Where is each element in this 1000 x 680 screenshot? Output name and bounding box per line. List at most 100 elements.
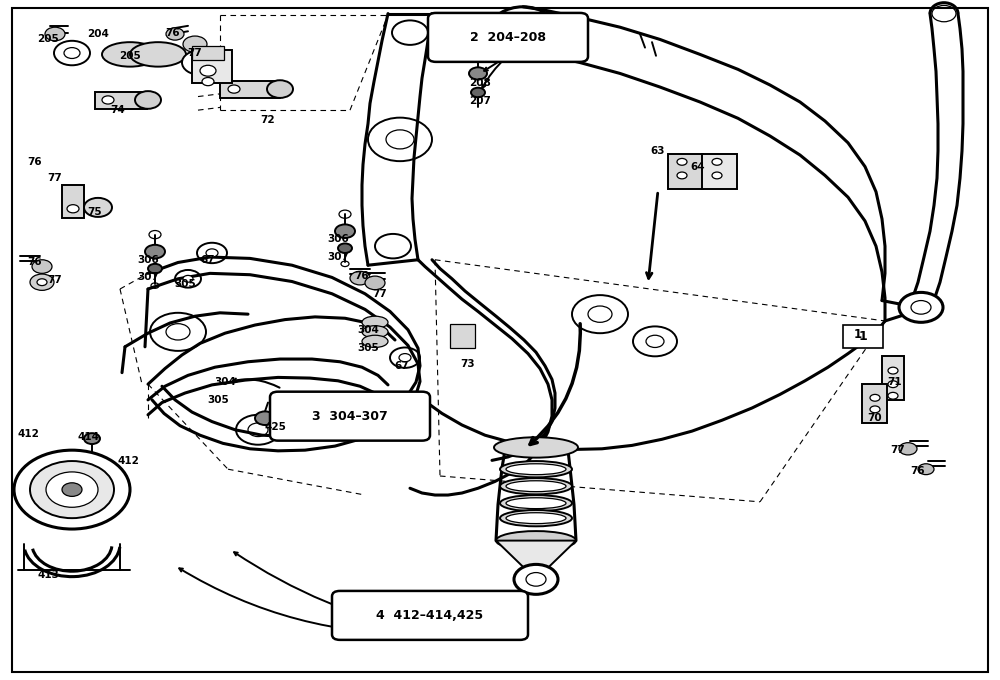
Ellipse shape (506, 464, 566, 475)
Circle shape (45, 27, 65, 41)
Circle shape (228, 85, 240, 93)
Text: 74: 74 (111, 105, 125, 115)
Ellipse shape (506, 481, 566, 492)
Text: 76: 76 (911, 466, 925, 475)
Circle shape (888, 381, 898, 388)
Bar (450, 324, 475, 348)
Circle shape (37, 279, 47, 286)
Bar (882, 356, 904, 400)
Bar (62, 185, 84, 218)
Bar (192, 46, 224, 60)
Circle shape (102, 96, 114, 104)
Text: 76: 76 (28, 258, 42, 267)
Circle shape (145, 245, 165, 258)
Circle shape (148, 264, 162, 273)
Text: 204: 204 (87, 29, 109, 39)
Circle shape (677, 158, 687, 165)
Bar (702, 154, 737, 189)
Bar (95, 92, 147, 109)
Text: 304: 304 (214, 377, 236, 387)
Circle shape (84, 433, 100, 444)
Text: 207: 207 (469, 96, 491, 105)
Circle shape (200, 65, 216, 76)
Text: 76: 76 (28, 157, 42, 167)
Text: 72: 72 (261, 116, 275, 125)
Text: 304: 304 (357, 326, 379, 335)
Ellipse shape (500, 495, 572, 511)
Circle shape (350, 271, 370, 285)
Circle shape (712, 158, 722, 165)
Circle shape (399, 354, 411, 362)
Circle shape (471, 88, 485, 97)
Bar (220, 81, 280, 98)
Ellipse shape (494, 437, 578, 458)
Circle shape (166, 28, 184, 40)
Ellipse shape (362, 316, 388, 328)
Circle shape (491, 7, 555, 50)
Bar (862, 384, 887, 423)
Circle shape (338, 243, 352, 253)
Circle shape (469, 67, 487, 80)
Ellipse shape (506, 498, 566, 509)
Circle shape (899, 443, 917, 455)
Text: 1: 1 (854, 328, 862, 341)
Ellipse shape (500, 510, 572, 526)
Circle shape (514, 564, 558, 594)
Circle shape (677, 172, 687, 179)
Ellipse shape (102, 42, 158, 67)
Bar (192, 50, 232, 83)
Text: 425: 425 (264, 422, 286, 432)
Text: 413: 413 (37, 570, 59, 579)
Text: 2  204–208: 2 204–208 (470, 31, 546, 44)
Polygon shape (496, 541, 576, 579)
Text: 77: 77 (188, 48, 202, 58)
Ellipse shape (500, 461, 572, 477)
Text: 414: 414 (77, 432, 99, 441)
Circle shape (267, 80, 293, 98)
Circle shape (84, 198, 112, 217)
Circle shape (206, 249, 218, 257)
Text: 73: 73 (461, 360, 475, 369)
Text: 75: 75 (88, 207, 102, 217)
Ellipse shape (130, 42, 186, 67)
Circle shape (870, 394, 880, 401)
Text: 305: 305 (174, 279, 196, 289)
FancyBboxPatch shape (428, 13, 588, 62)
Text: 306: 306 (327, 235, 349, 244)
Ellipse shape (54, 41, 90, 65)
Text: 3  304–307: 3 304–307 (312, 409, 388, 423)
Bar (843, 325, 883, 348)
Ellipse shape (506, 513, 566, 524)
Text: 306: 306 (137, 255, 159, 265)
Circle shape (899, 292, 943, 322)
Circle shape (64, 48, 80, 58)
Ellipse shape (500, 478, 572, 494)
Circle shape (32, 260, 52, 273)
Text: 63: 63 (651, 146, 665, 156)
Ellipse shape (183, 36, 207, 52)
Ellipse shape (362, 335, 388, 347)
Circle shape (365, 276, 385, 290)
Text: 412: 412 (17, 429, 39, 439)
Circle shape (67, 205, 79, 213)
Text: 67: 67 (201, 255, 215, 265)
Text: 307: 307 (327, 252, 349, 262)
Circle shape (14, 450, 130, 529)
Text: 305: 305 (207, 395, 229, 405)
Circle shape (135, 91, 161, 109)
Text: 70: 70 (868, 413, 882, 423)
Text: 77: 77 (48, 173, 62, 183)
Text: 77: 77 (48, 275, 62, 285)
Ellipse shape (362, 326, 388, 338)
Text: 305: 305 (357, 343, 379, 353)
Circle shape (62, 483, 82, 496)
Text: 4  412–414,425: 4 412–414,425 (376, 609, 484, 622)
Circle shape (30, 274, 54, 290)
Text: 76: 76 (355, 271, 369, 281)
Circle shape (255, 411, 275, 425)
Circle shape (918, 464, 934, 475)
FancyBboxPatch shape (332, 591, 528, 640)
Text: 205: 205 (37, 35, 59, 44)
Circle shape (888, 367, 898, 374)
Text: 64: 64 (691, 162, 705, 171)
